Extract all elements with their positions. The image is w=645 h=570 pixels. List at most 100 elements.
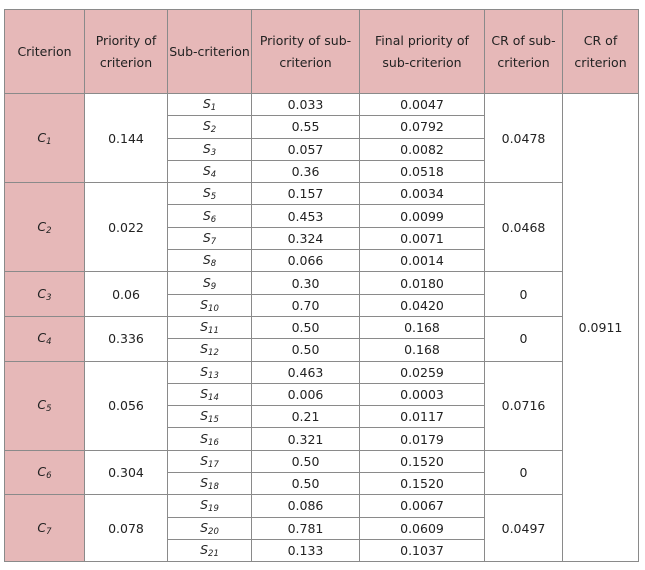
header-row: Criterion Priority of criterion Sub-crit… — [4, 9, 639, 94]
sub-priority-cell: 0.55 — [251, 115, 360, 139]
sub-priority-cell: 0.133 — [251, 538, 360, 563]
sub-criterion-label: S11 — [200, 319, 219, 337]
sub-criterion-symbol: S — [202, 163, 211, 179]
sub-criterion-label: S1 — [202, 96, 217, 114]
final-priority-cell: 0.168 — [359, 315, 485, 340]
sub-criterion-label: S18 — [200, 475, 219, 493]
sub-criterion-label: S9 — [202, 274, 216, 292]
sub-criterion-cell: S17 — [167, 449, 252, 474]
table-row: C1 0.144 S1 0.033 0.0047 0.0478 0.0911 — [4, 92, 639, 563]
final-priority-cell: 0.0179 — [359, 427, 485, 451]
table-row: S2 0.55 0.0792 — [5, 115, 639, 139]
sub-criterion-cell: S18 — [167, 472, 252, 496]
sub-priority-cell: 0.50 — [251, 449, 360, 474]
sub-criterion-symbol: S — [200, 386, 209, 401]
sub-criterion-symbol: S — [200, 319, 209, 335]
criterion-cell: C2 — [4, 182, 85, 273]
sub-priority-cell: 0.463 — [251, 360, 360, 384]
final-priority-cell: 0.0117 — [359, 405, 485, 429]
header-final-priority: Final priority of sub-criterion — [359, 9, 485, 94]
final-priority-cell: 0.0047 — [359, 92, 485, 117]
table-row: C4 0.336 S11 0.50 0.168 0 — [4, 315, 639, 362]
cr-sub-criterion-cell: 0.0478 — [484, 92, 563, 184]
criterion-index: 1 — [46, 136, 52, 147]
header-criterion: Criterion — [4, 9, 85, 94]
criterion-cell: C1 — [4, 92, 85, 184]
criterion-label: C4 — [37, 330, 51, 347]
sub-criterion-index: 4 — [210, 170, 217, 181]
criterion-symbol: C — [37, 218, 47, 234]
sub-criterion-cell: S15 — [167, 405, 252, 429]
sub-criterion-cell: S19 — [167, 494, 252, 518]
criterion-index: 5 — [46, 404, 52, 415]
sub-criterion-cell: S3 — [167, 137, 252, 161]
sub-criterion-cell: S6 — [167, 204, 252, 228]
sub-criterion-symbol: S — [202, 118, 211, 134]
sub-criterion-cell: S11 — [167, 315, 252, 340]
sub-criterion-index: 12 — [208, 348, 219, 359]
table-row: S6 0.453 0.0099 — [5, 204, 639, 228]
table-row: C5 0.056 S13 0.463 0.0259 0.0716 — [4, 360, 639, 451]
sub-criterion-label: S10 — [200, 297, 219, 314]
cr-sub-criterion-cell: 0 — [484, 271, 563, 317]
criterion-index: 3 — [46, 292, 52, 303]
sub-criterion-index: 18 — [208, 482, 219, 493]
table-row: C6 0.304 S17 0.50 0.1520 0 — [4, 449, 639, 496]
table-row: C7 0.078 S19 0.086 0.0067 0.0497 — [4, 494, 639, 563]
cr-sub-criterion-cell: 0.0716 — [484, 360, 563, 451]
sub-criterion-cell: S1 — [167, 92, 252, 117]
priority-table: Criterion Priority of criterion Sub-crit… — [4, 9, 639, 563]
criterion-symbol: C — [37, 519, 47, 535]
sub-criterion-label: S16 — [200, 431, 219, 448]
final-priority-cell: 0.168 — [359, 338, 485, 362]
sub-criterion-label: S13 — [200, 363, 219, 381]
sub-criterion-label: S15 — [200, 408, 219, 425]
sub-criterion-index: 21 — [208, 549, 219, 560]
sub-criterion-symbol: S — [202, 274, 211, 290]
sub-criterion-label: S21 — [200, 542, 219, 560]
sub-priority-cell: 0.453 — [251, 204, 360, 228]
sub-criterion-label: S6 — [203, 208, 216, 225]
cr-criterion-cell: 0.0911 — [562, 92, 639, 563]
sub-criterion-label: S2 — [202, 118, 216, 135]
final-priority-cell: 0.0034 — [359, 182, 485, 206]
criterion-symbol: C — [37, 129, 47, 145]
sub-priority-cell: 0.70 — [251, 293, 360, 317]
final-priority-cell: 0.0099 — [359, 204, 485, 228]
final-priority-cell: 0.0792 — [359, 115, 485, 139]
final-priority-cell: 0.1037 — [359, 538, 485, 563]
header-priority-of-criterion: Priority of criterion — [84, 9, 168, 94]
sub-criterion-cell: S2 — [167, 115, 252, 139]
final-priority-cell: 0.0071 — [359, 226, 485, 251]
sub-criterion-label: S14 — [200, 386, 219, 403]
criterion-cell: C6 — [4, 449, 85, 496]
criterion-cell: C5 — [4, 360, 85, 451]
table-row: S20 0.781 0.0609 — [5, 516, 639, 540]
sub-criterion-cell: S9 — [167, 271, 252, 295]
sub-criterion-symbol: S — [200, 452, 209, 468]
sub-criterion-index: 8 — [210, 259, 217, 270]
criterion-symbol: C — [37, 285, 47, 301]
sub-priority-cell: 0.50 — [251, 338, 360, 362]
criterion-symbol: C — [37, 330, 47, 346]
criterion-index: 7 — [46, 526, 52, 537]
sub-criterion-index: 1 — [210, 103, 217, 114]
sub-criterion-cell: S13 — [167, 360, 252, 384]
criterion-label: C3 — [37, 285, 52, 303]
criterion-label: C5 — [37, 397, 52, 415]
sub-criterion-index: 11 — [208, 326, 219, 337]
sub-criterion-label: S3 — [203, 141, 216, 158]
cr-sub-criterion-cell: 0 — [484, 449, 563, 496]
sub-criterion-cell: S21 — [167, 538, 252, 563]
final-priority-cell: 0.0609 — [359, 516, 485, 540]
criterion-priority-cell: 0.144 — [84, 92, 168, 184]
sub-criterion-label: S7 — [203, 230, 216, 247]
sub-criterion-cell: S7 — [167, 226, 252, 251]
sub-criterion-cell: S14 — [167, 382, 252, 407]
sub-priority-cell: 0.066 — [251, 249, 360, 273]
criterion-priority-cell: 0.06 — [84, 271, 168, 317]
sub-priority-cell: 0.057 — [251, 137, 360, 161]
final-priority-cell: 0.0003 — [359, 382, 485, 407]
sub-criterion-symbol: S — [202, 96, 211, 112]
sub-criterion-symbol: S — [200, 363, 209, 379]
